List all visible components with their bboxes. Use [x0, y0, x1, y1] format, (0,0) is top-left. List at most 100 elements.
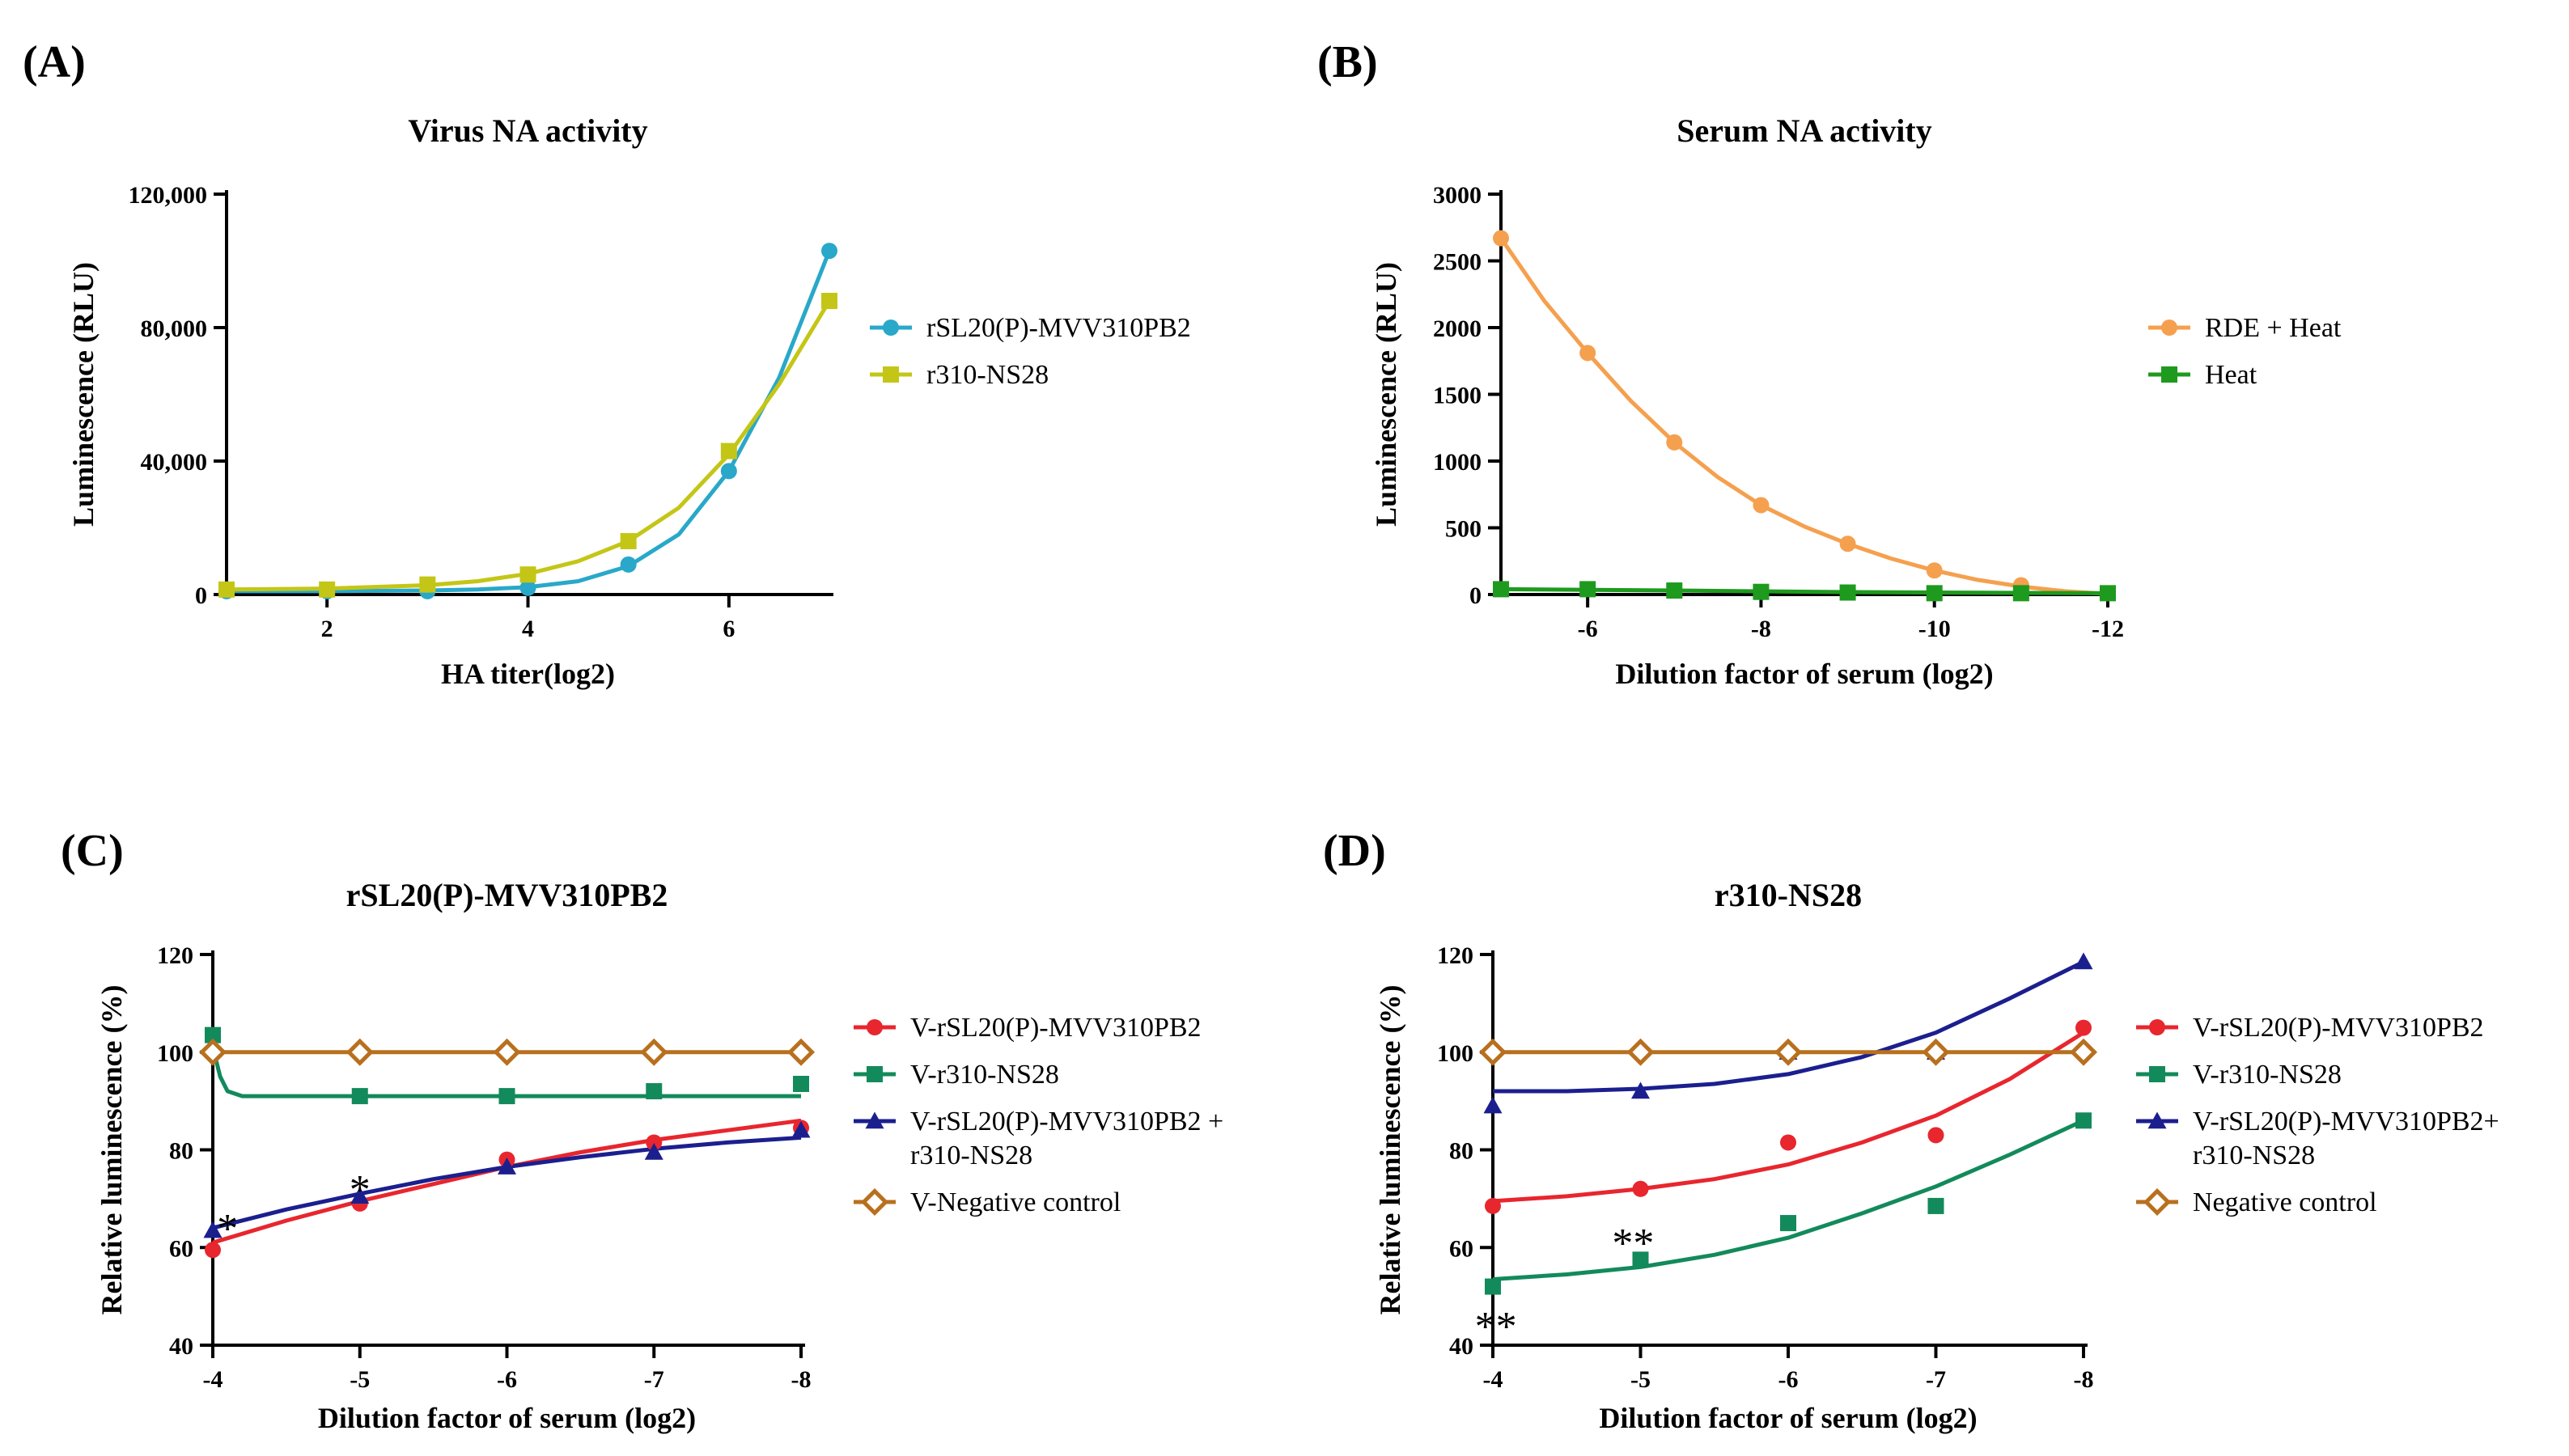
panel-d-x-tick-label: -5	[1630, 1366, 1651, 1393]
panel-d-x-tick-label: -6	[1778, 1366, 1799, 1393]
panel-a-series-2-point	[620, 533, 637, 549]
panel-d-series-1-line	[1492, 1031, 2085, 1204]
panel-d-legend-label-line: V-rSL20(P)-MVV310PB2	[2193, 1013, 2484, 1043]
panel-d-legend-label: V-rSL20(P)-MVV310PB2	[2193, 1013, 2484, 1043]
panel-c-series-1-point	[646, 1134, 663, 1151]
panel-a-x-tick-label: 4	[522, 616, 534, 642]
panel-a-series-1-point	[821, 243, 837, 260]
panel-d-legend-label: Negative control	[2193, 1187, 2377, 1217]
panel-d-series-4-point	[2069, 1038, 2098, 1066]
panel-c-legend-label-line: V-rSL20(P)-MVV310PB2	[910, 1013, 1202, 1043]
panel-a-y-tick-label: 80,000	[141, 315, 208, 342]
panel-d-y-axis-title: Relative luminescence (%)	[1374, 985, 1406, 1315]
panel-d-significance-mark: **	[1475, 1304, 1517, 1350]
panel-d-legend-label-line: V-rSL20(P)-MVV310PB2+	[2193, 1107, 2499, 1136]
panel-b-series-1-point	[1493, 230, 1509, 247]
panel-b-legend-marker	[2161, 366, 2177, 383]
panel-c-x-tick-label: -4	[203, 1366, 223, 1393]
panel-c-series-3-point	[203, 1221, 223, 1238]
panel-a-series-1-point	[720, 463, 737, 480]
panel-c-legend-label-line: V-Negative control	[910, 1187, 1121, 1217]
panel-a-legend-marker	[883, 366, 899, 383]
panel-d-legend-marker	[2149, 1066, 2165, 1082]
panel-c-legend-marker	[867, 1019, 883, 1035]
panel-c-series-3-point	[498, 1158, 516, 1175]
panel-a-series-1-point	[519, 579, 536, 596]
panel-c-legend-marker	[867, 1066, 883, 1082]
panel-c-series-4-point	[198, 1038, 227, 1066]
panel-b-series-2-point	[1666, 582, 1683, 599]
panel-c-y-tick-label: 100	[157, 1040, 193, 1067]
panel-d-legend-label-line: Negative control	[2193, 1187, 2377, 1217]
panel-c-x-tick-label: -7	[644, 1366, 664, 1393]
panel-c-series-4-point	[346, 1038, 374, 1066]
panel-c-series-4-point	[640, 1038, 668, 1066]
panel-b-x-tick-label: -6	[1578, 616, 1598, 642]
panel-b-x-tick-label: -10	[1918, 616, 1951, 642]
panel-c-y-tick-label: 40	[169, 1333, 193, 1360]
panel-c-legend-label-line: r310-NS28	[910, 1141, 1032, 1170]
panel-c-series-4-point	[493, 1038, 521, 1066]
panel-c-y-tick-label: 120	[157, 942, 193, 969]
panel-c-series-2-point	[646, 1083, 663, 1100]
panel-c-significance-mark: *	[350, 1167, 371, 1213]
panel-d-series-2-point	[1780, 1215, 1796, 1232]
panel-c-x-tick-label: -8	[791, 1366, 812, 1393]
panel-c-x-tick-label: -6	[497, 1366, 517, 1393]
panel-b-series-2-point	[2100, 585, 2116, 602]
panel-a-series-2-point	[319, 581, 336, 598]
panel-d-legend-marker	[2143, 1187, 2172, 1217]
panel-c-significance-mark: *	[217, 1206, 238, 1252]
panel-c-series-2-line	[210, 1047, 801, 1098]
panel-a-x-tick-label: 2	[321, 616, 333, 642]
panel-d-series-1-point	[1927, 1127, 1944, 1144]
panel-b-series-1-point	[1753, 497, 1770, 514]
panel-d-series-3-point	[2074, 952, 2093, 970]
panel-c-series-3-point	[644, 1143, 663, 1160]
panel-d-x-axis-title: Dilution factor of serum (log2)	[1599, 1402, 1977, 1434]
panel-c-letter: (C)	[61, 826, 124, 876]
panel-d-series-4-point	[1922, 1038, 1950, 1066]
panel-a-y-axis-title: Luminescence (RLU)	[67, 262, 100, 527]
panel-b-series-1-point	[1579, 345, 1596, 362]
panel-c-series-2-point	[793, 1075, 809, 1092]
panel-d-series-2-point	[2075, 1112, 2092, 1129]
panel-a-legend-label: rSL20(P)-MVV310PB2	[926, 313, 1191, 343]
panel-d-chart: (D) r310-NS28 40 60 80 100 120 -4 -5 -6 -7 -8 Diluti…	[1323, 826, 2499, 1434]
panel-a-legend-label: r310-NS28	[926, 360, 1049, 390]
panel-c-series-1-line	[212, 1118, 802, 1245]
panel-d-series-1-point	[1632, 1180, 1649, 1197]
panel-b-y-tick-label: 0	[1469, 582, 1482, 609]
panel-b-series-2-point	[1753, 583, 1770, 600]
panel-c-legend-label: V-rSL20(P)-MVV310PB2	[910, 1013, 1202, 1043]
panel-d-y-tick-label: 80	[1449, 1138, 1473, 1165]
panel-d-x-tick-label: -7	[1926, 1366, 1946, 1393]
panel-c-x-tick-label: -5	[350, 1366, 370, 1393]
panel-b-series-2-point	[1926, 585, 1943, 602]
panel-b-y-tick-label: 2000	[1433, 315, 1482, 342]
panel-a-series-2-point	[720, 442, 737, 459]
panel-b-y-tick-label: 1000	[1433, 449, 1482, 476]
panel-a-legend-label-line: rSL20(P)-MVV310PB2	[926, 313, 1191, 343]
panel-d-series-2-line	[1492, 1119, 2085, 1281]
panel-d-x-tick-label: -8	[2074, 1366, 2094, 1393]
panel-c-series-3-line	[212, 1135, 802, 1230]
panel-b-legend-label: RDE + Heat	[2205, 313, 2342, 343]
panel-d-series-1-point	[1780, 1134, 1796, 1151]
panel-d-legend-label-line: r310-NS28	[2193, 1141, 2315, 1170]
panel-d-title: r310-NS28	[1715, 877, 1862, 913]
panel-d-series-2-point	[1485, 1278, 1501, 1295]
panel-a-series-2-point	[519, 566, 536, 583]
panel-d-series-2-point	[1632, 1251, 1649, 1268]
panel-d-series-3-point	[1631, 1081, 1650, 1099]
panel-b-y-tick-label: 3000	[1433, 182, 1482, 209]
panel-a-series-1-line	[227, 250, 832, 594]
panel-d-y-tick-label: 60	[1449, 1235, 1473, 1262]
panel-c-series-2-point	[498, 1088, 515, 1105]
panel-c-legend-label-line: V-r310-NS28	[910, 1060, 1059, 1090]
panel-d-legend-label: V-r310-NS28	[2193, 1060, 2342, 1090]
panel-b-y-tick-label: 500	[1445, 516, 1482, 543]
panel-a-series-2-point	[821, 293, 837, 309]
panel-b-chart: (B) Serum NA activity 0 500 1000 1500 2000 2500…	[1317, 37, 2342, 690]
